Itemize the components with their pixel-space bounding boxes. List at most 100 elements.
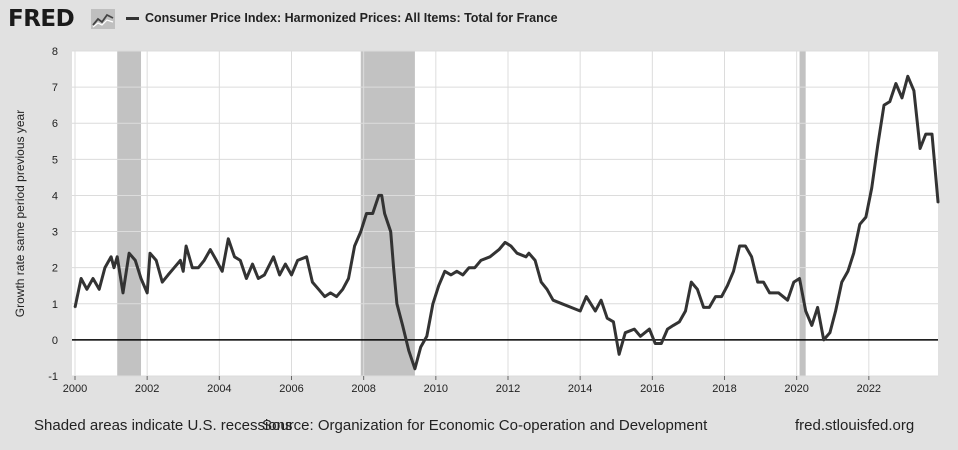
data-point xyxy=(750,255,753,258)
data-point xyxy=(305,255,308,258)
data-point xyxy=(480,259,482,262)
data-point xyxy=(407,349,410,352)
data-point xyxy=(74,306,76,309)
data-point xyxy=(612,320,615,323)
data-point xyxy=(876,143,879,146)
data-point xyxy=(203,259,206,262)
data-point xyxy=(167,273,169,276)
data-point xyxy=(552,299,554,302)
data-point xyxy=(931,133,933,135)
y-tick-label: 3 xyxy=(52,227,58,239)
data-point xyxy=(684,310,687,312)
data-point xyxy=(263,273,266,276)
data-point xyxy=(98,288,101,291)
plot-area xyxy=(72,51,938,376)
data-point xyxy=(525,255,527,258)
data-point xyxy=(600,299,602,302)
data-point xyxy=(257,277,260,280)
data-point xyxy=(425,335,428,338)
data-point xyxy=(185,245,188,247)
data-point xyxy=(852,252,855,255)
recession-band xyxy=(117,51,142,376)
x-tick-label: 2000 xyxy=(63,383,87,395)
data-point xyxy=(296,259,299,262)
x-tick-label: 2016 xyxy=(640,383,664,395)
source-text: Source: Organization for Economic Co-ope… xyxy=(262,417,708,434)
data-point xyxy=(311,281,314,284)
data-point xyxy=(720,295,723,298)
data-point xyxy=(870,187,873,190)
data-point xyxy=(504,241,507,244)
data-point xyxy=(122,292,124,294)
x-tick-label: 2014 xyxy=(568,383,592,395)
data-point xyxy=(419,346,422,349)
data-point xyxy=(865,216,867,219)
data-point xyxy=(660,342,663,345)
data-point xyxy=(359,230,362,233)
data-point xyxy=(341,288,344,291)
data-point xyxy=(209,248,212,251)
data-point xyxy=(227,237,230,240)
recession-band xyxy=(799,51,806,376)
fred-logo[interactable]: FRED xyxy=(8,6,75,32)
data-point xyxy=(392,266,395,269)
data-point xyxy=(347,277,350,280)
data-point xyxy=(834,310,837,312)
data-point xyxy=(104,266,106,269)
x-tick-label: 2010 xyxy=(424,383,448,395)
data-point xyxy=(461,273,464,276)
data-point xyxy=(389,230,392,233)
x-tick-label: 2022 xyxy=(857,383,881,395)
y-tick-label: 7 xyxy=(52,82,58,94)
data-point xyxy=(828,331,831,334)
site-url[interactable]: fred.stlouisfed.org xyxy=(795,417,915,434)
data-point xyxy=(633,328,636,330)
data-point xyxy=(155,259,158,262)
data-point xyxy=(92,277,94,280)
x-tick-label: 2012 xyxy=(496,383,520,395)
data-point xyxy=(708,306,711,309)
data-point xyxy=(329,292,332,294)
data-point xyxy=(140,277,142,280)
y-tick-label: 1 xyxy=(52,299,58,311)
data-point xyxy=(317,288,320,291)
data-point xyxy=(937,201,940,204)
y-tick-label: 2 xyxy=(52,263,58,275)
data-point xyxy=(768,292,771,294)
data-point xyxy=(919,147,921,150)
data-point xyxy=(906,75,909,78)
data-point xyxy=(383,212,386,215)
data-point xyxy=(618,353,621,356)
x-tick-label: 2018 xyxy=(712,383,736,395)
data-point xyxy=(182,270,185,273)
legend-swatch xyxy=(126,16,139,20)
data-point xyxy=(744,245,747,247)
legend-label: Consumer Price Index: Harmonized Prices:… xyxy=(145,11,558,25)
data-point xyxy=(116,255,119,258)
data-point xyxy=(146,292,149,294)
data-point xyxy=(606,317,609,320)
data-point xyxy=(473,266,476,269)
data-point xyxy=(810,324,813,327)
legend[interactable]: Consumer Price Index: Harmonized Prices:… xyxy=(126,11,558,25)
recession-note: Shaded areas indicate U.S. recessions xyxy=(34,417,293,434)
data-point xyxy=(858,223,861,226)
y-tick-label: 5 xyxy=(52,154,58,166)
x-tick-label: 2006 xyxy=(279,383,303,395)
data-point xyxy=(516,252,518,255)
data-point xyxy=(489,255,491,258)
data-point xyxy=(197,266,200,269)
data-point xyxy=(215,259,218,262)
data-point xyxy=(401,324,404,327)
data-point xyxy=(173,266,176,269)
data-point xyxy=(561,302,564,305)
data-point xyxy=(756,281,759,284)
data-point xyxy=(239,259,242,262)
data-point xyxy=(594,310,597,312)
data-point xyxy=(546,288,548,291)
data-point xyxy=(654,342,657,345)
data-point xyxy=(323,295,326,298)
data-point xyxy=(395,302,398,305)
data-point xyxy=(540,281,543,284)
